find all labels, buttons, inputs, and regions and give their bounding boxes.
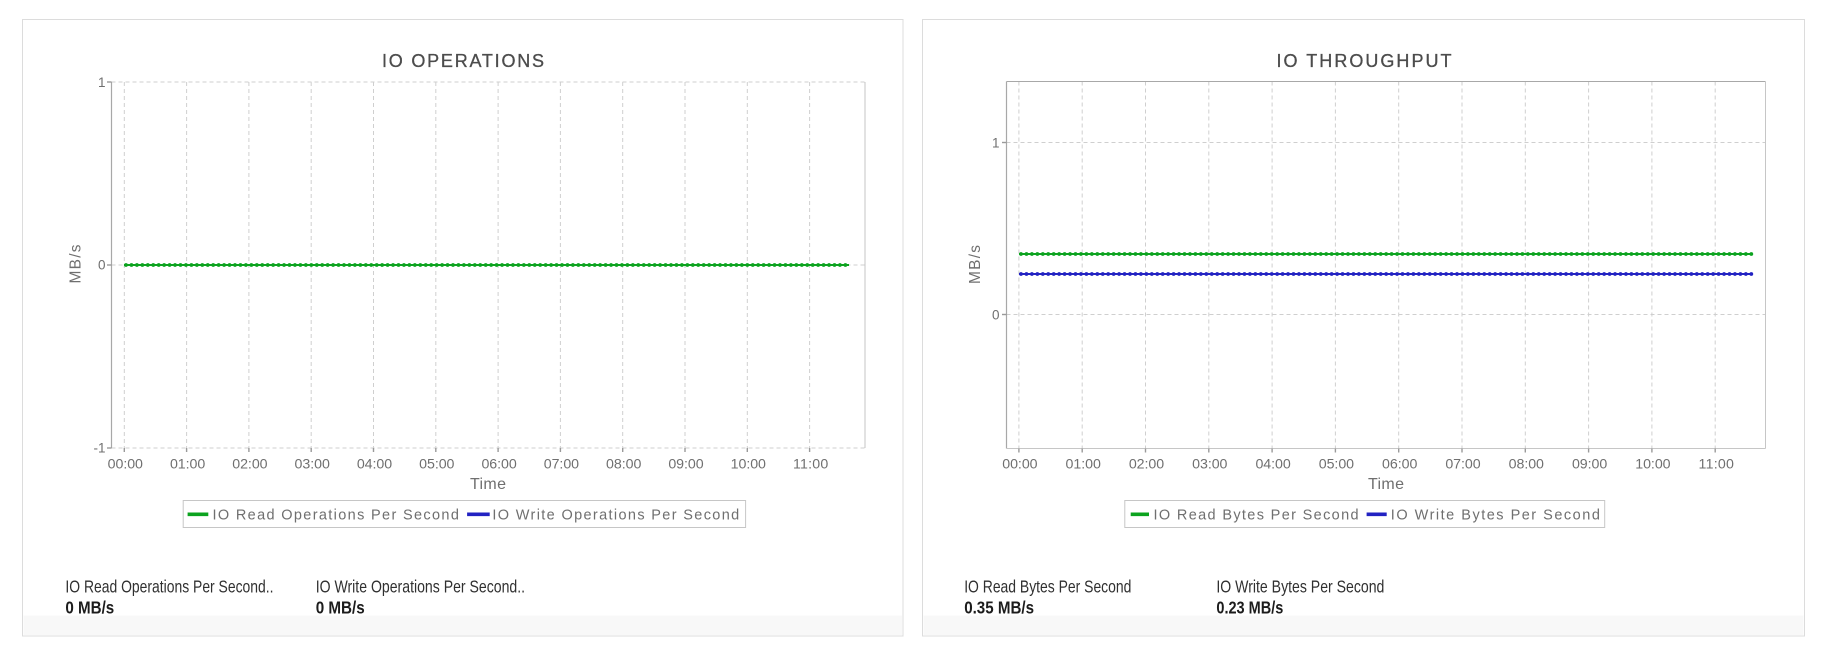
svg-text:MB/s: MB/s (68, 244, 85, 283)
svg-text:01:00: 01:00 (1066, 457, 1101, 473)
svg-text:08:00: 08:00 (1509, 457, 1544, 473)
svg-text:03:00: 03:00 (295, 457, 330, 473)
svg-text:0.23 MB/s: 0.23 MB/s (1216, 598, 1283, 618)
svg-text:08:00: 08:00 (606, 457, 641, 473)
svg-text:05:00: 05:00 (419, 457, 454, 473)
svg-text:10:00: 10:00 (731, 457, 766, 473)
svg-text:1: 1 (98, 75, 106, 90)
svg-text:0: 0 (992, 308, 1000, 323)
svg-text:IO Read Operations Per Second.: IO Read Operations Per Second.. (65, 577, 273, 597)
svg-text:Time: Time (470, 476, 506, 493)
svg-text:07:00: 07:00 (1445, 457, 1480, 473)
svg-text:IO Write Bytes Per Second: IO Write Bytes Per Second (1216, 577, 1384, 597)
svg-text:Time: Time (1368, 476, 1404, 493)
svg-text:05:00: 05:00 (1319, 457, 1354, 473)
svg-text:IO Read Bytes Per Second: IO Read Bytes Per Second (964, 577, 1131, 597)
svg-text:-1: -1 (93, 441, 105, 456)
svg-text:07:00: 07:00 (544, 457, 579, 473)
svg-text:1: 1 (992, 136, 1000, 151)
svg-text:IO Write Operations Per Second: IO Write Operations Per Second.. (316, 577, 525, 597)
svg-text:04:00: 04:00 (1255, 457, 1290, 473)
svg-text:00:00: 00:00 (108, 457, 143, 473)
svg-text:0 MB/s: 0 MB/s (316, 598, 365, 618)
svg-text:0 MB/s: 0 MB/s (65, 598, 114, 618)
svg-text:0: 0 (98, 258, 106, 273)
svg-text:09:00: 09:00 (1572, 457, 1607, 473)
svg-text:09:00: 09:00 (668, 457, 703, 473)
svg-text:IO Write Bytes Per Second: IO Write Bytes Per Second (1391, 508, 1600, 524)
svg-text:06:00: 06:00 (481, 457, 516, 473)
svg-text:MB/s: MB/s (967, 245, 984, 284)
svg-text:IO Read Bytes Per Second: IO Read Bytes Per Second (1154, 508, 1359, 524)
svg-text:03:00: 03:00 (1192, 457, 1227, 473)
svg-text:06:00: 06:00 (1382, 457, 1417, 473)
svg-text:0.35 MB/s: 0.35 MB/s (964, 598, 1034, 618)
svg-text:11:00: 11:00 (1699, 457, 1734, 473)
svg-text:IO OPERATIONS: IO OPERATIONS (382, 51, 544, 71)
svg-text:11:00: 11:00 (793, 457, 828, 473)
svg-text:IO Read Operations Per Second: IO Read Operations Per Second (213, 508, 459, 524)
svg-text:10:00: 10:00 (1635, 457, 1670, 473)
svg-text:01:00: 01:00 (170, 457, 205, 473)
svg-text:IO Write Operations Per Second: IO Write Operations Per Second (492, 508, 739, 524)
svg-text:02:00: 02:00 (1129, 457, 1164, 473)
svg-text:00:00: 00:00 (1002, 457, 1037, 473)
svg-text:04:00: 04:00 (357, 457, 392, 473)
svg-text:02:00: 02:00 (232, 457, 267, 473)
